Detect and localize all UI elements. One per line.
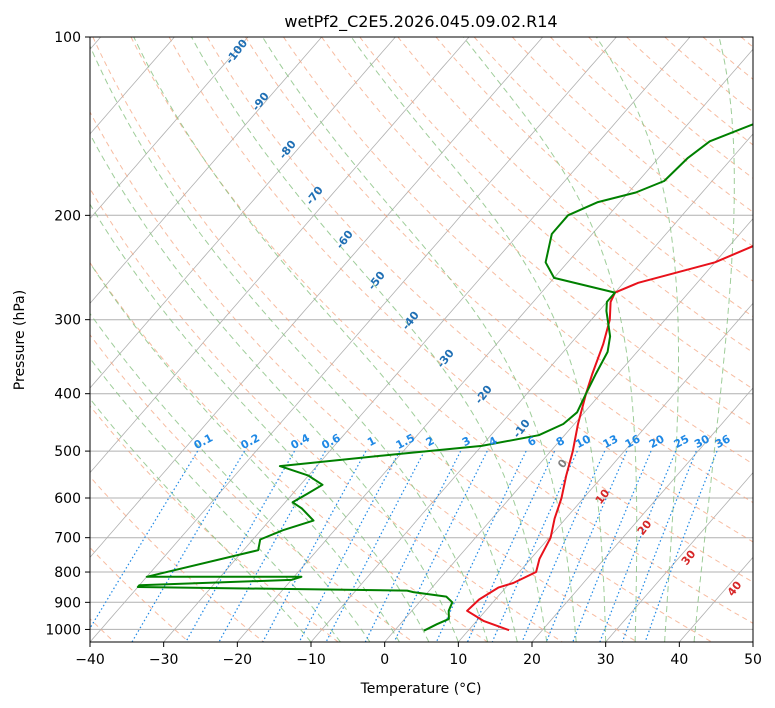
moist-adiabat-line xyxy=(191,37,548,642)
x-tick-label: −30 xyxy=(149,652,179,668)
moist-adiabat-line xyxy=(90,397,312,642)
isotherm-line xyxy=(236,48,753,642)
chart-title: wetPf2_C2E5.2026.045.09.02.R14 xyxy=(284,12,557,32)
isotherm-line xyxy=(457,302,753,642)
isotherm-line xyxy=(531,387,753,642)
dry-adiabat-line xyxy=(90,405,339,642)
dry-adiabat-line xyxy=(359,37,753,390)
x-tick-label: −10 xyxy=(296,652,326,668)
mixing-ratio-label: 36 xyxy=(713,432,733,451)
moist-adiabat-line xyxy=(350,37,607,642)
x-tick-label: −40 xyxy=(75,652,105,668)
mixing-ratio-label: 13 xyxy=(601,432,621,451)
dry-adiabat-line xyxy=(130,37,753,624)
moist-adiabat-line xyxy=(595,37,679,642)
y-tick-label: 300 xyxy=(54,313,81,329)
isotherm-line xyxy=(90,37,249,220)
mixing-ratio-line xyxy=(393,450,488,642)
moist-adiabat-line xyxy=(462,37,638,642)
y-tick-label: 200 xyxy=(54,208,81,224)
mixing-ratio-line xyxy=(218,450,326,642)
dry-adiabat-line xyxy=(511,37,753,248)
mixing-ratio-line xyxy=(262,450,367,642)
moist-adiabat-line xyxy=(133,37,518,642)
x-tick-label: 40 xyxy=(670,652,688,668)
isotherm-line xyxy=(90,37,544,558)
mixing-ratio-line xyxy=(572,450,652,642)
mixing-ratio-line xyxy=(491,450,578,642)
y-tick-label: 1000 xyxy=(45,622,81,638)
dry-adiabat-line xyxy=(92,37,712,642)
isotherm-line xyxy=(90,37,470,474)
y-tick-label: 400 xyxy=(54,387,81,403)
dry-adiabat-line xyxy=(90,187,563,642)
y-tick-label: 800 xyxy=(54,565,81,581)
x-axis-title: Temperature (°C) xyxy=(360,681,482,697)
moist-adiabat-line xyxy=(90,357,341,642)
mixing-ratio-label: 20 xyxy=(647,432,667,451)
mixing-ratio-line xyxy=(90,450,199,630)
dry-adiabat-line xyxy=(90,475,264,642)
plot-frame xyxy=(89,36,754,643)
x-tick-label: 30 xyxy=(597,652,615,668)
y-tick-label: 600 xyxy=(54,491,81,507)
isotherm-line xyxy=(90,37,617,642)
x-tick-label: 0 xyxy=(380,652,389,668)
mixing-ratio-label: 16 xyxy=(623,432,643,451)
moist-adiabat-line xyxy=(90,44,489,642)
dry-adiabat-line xyxy=(321,37,753,427)
dry-adiabat-line xyxy=(550,37,753,213)
moist-adiabat-line xyxy=(90,133,459,642)
y-tick-label: 100 xyxy=(54,30,81,46)
mixing-ratio-line xyxy=(466,450,556,642)
dewpoint-profile-line xyxy=(136,123,753,632)
moist-adiabat-line xyxy=(262,37,577,642)
x-tick-label: −20 xyxy=(223,652,253,668)
isotherm-line xyxy=(384,218,753,642)
mixing-ratio-label: 30 xyxy=(692,432,712,451)
mixing-ratio-line xyxy=(545,450,628,642)
moist-adiabat-line xyxy=(90,312,371,642)
dry-adiabat-line xyxy=(283,37,753,465)
x-tick-label: 20 xyxy=(523,652,541,668)
moist-adiabat-line xyxy=(90,262,400,642)
dry-adiabat-line xyxy=(397,37,753,354)
mixing-ratio-label: 25 xyxy=(672,432,692,451)
dry-adiabat-line xyxy=(435,37,753,318)
dry-adiabat-line xyxy=(168,37,753,583)
y-tick-label: 500 xyxy=(54,444,81,460)
moist-adiabat-line xyxy=(693,37,735,642)
isotherm-line xyxy=(90,37,396,389)
dry-adiabat-line xyxy=(206,37,753,543)
y-tick-label: 900 xyxy=(54,595,81,611)
x-tick-label: 50 xyxy=(744,652,762,668)
isotherm-line xyxy=(90,37,323,304)
dry-adiabat-line xyxy=(626,37,753,146)
isotherm-line xyxy=(605,472,753,642)
dry-adiabat-line xyxy=(90,110,638,642)
mixing-ratio-label: 10 xyxy=(573,432,593,451)
axes: −40 −30 −20 −10 0 10 20 30 40 50 100 200 300 400 500 60… xyxy=(45,30,762,668)
mixing-ratio-line xyxy=(521,450,606,642)
mixing-ratio-line xyxy=(185,450,296,642)
mixing-ratio-line xyxy=(131,450,246,642)
isotherm-line xyxy=(310,133,753,642)
mixing-ratio-line xyxy=(298,450,401,642)
temperature-profile-line xyxy=(466,245,753,632)
plot-area: -100-90-80-70-60-50-40-30-20-100.1 0.2 0.4… xyxy=(90,37,753,642)
y-axis-title: Pressure (hPa) xyxy=(12,290,28,390)
x-tick-label: 10 xyxy=(449,652,467,668)
y-tick-label: 700 xyxy=(54,531,81,547)
